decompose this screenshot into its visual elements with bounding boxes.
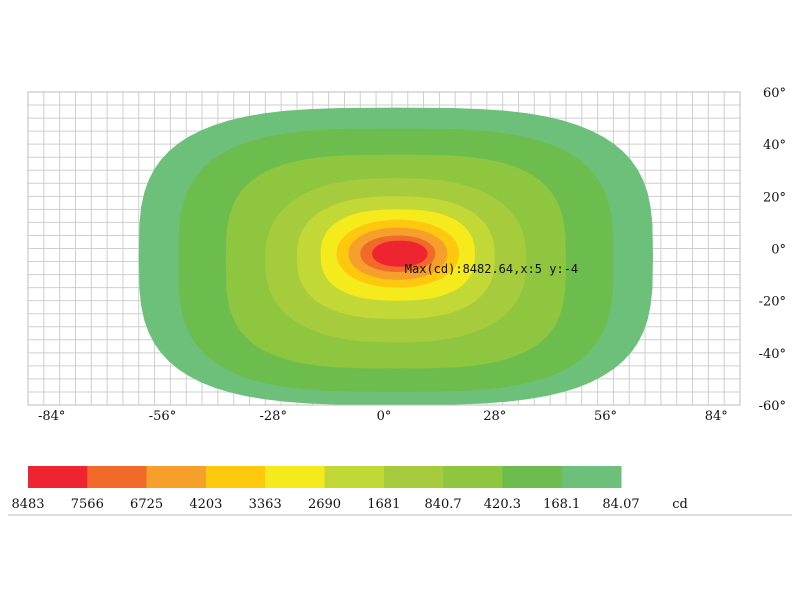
legend-value-label: 420.3	[484, 497, 521, 512]
legend-value-label: 8483	[11, 497, 44, 512]
plot-border	[27, 91, 741, 406]
legend-value-label: 840.7	[424, 497, 461, 512]
legend-swatch	[28, 466, 88, 488]
max-annotation: Max(cd):8482.64,x:5 y:-4	[405, 262, 578, 276]
legend-swatch	[502, 466, 563, 488]
y-tick-label: 0°	[771, 243, 786, 258]
legend-swatch	[205, 466, 266, 488]
x-tick-label: -28°	[260, 409, 287, 424]
legend-swatch	[561, 466, 622, 488]
x-tick-label: 0°	[377, 409, 392, 424]
x-axis-ticks: -84° -56° -28° 0° 28° 56° 84°	[38, 409, 728, 424]
legend-swatch	[443, 466, 503, 488]
legend-value-label: 168.1	[543, 497, 580, 512]
legend-value-label: 3363	[249, 497, 282, 512]
legend-value-label: 84.07	[602, 497, 639, 512]
x-tick-label: 84°	[705, 409, 728, 424]
x-tick-label: 28°	[483, 409, 506, 424]
legend-swatch	[383, 466, 444, 488]
y-tick-label: -20°	[759, 295, 786, 310]
legend-value-label: 1681	[367, 497, 400, 512]
legend-value-label: 2690	[308, 497, 341, 512]
y-tick-label: -60°	[759, 399, 786, 414]
contour-plot	[138, 107, 654, 405]
x-tick-label: -84°	[38, 409, 65, 424]
legend-swatch	[324, 466, 385, 488]
legend-value-label: 7566	[71, 497, 104, 512]
legend-swatch	[87, 466, 148, 488]
y-tick-label: 40°	[763, 138, 786, 153]
y-tick-label: 20°	[763, 190, 786, 205]
legend-value-label: 4203	[189, 497, 222, 512]
legend-value-label: 6725	[130, 497, 163, 512]
x-tick-label: -56°	[149, 409, 176, 424]
y-tick-label: 60°	[763, 86, 786, 101]
legend-labels: 8483 7566 6725 4203 3363 2690 1681 840.7 420.3 16…	[11, 497, 639, 512]
x-tick-label: 56°	[594, 409, 617, 424]
contour-level-7566	[372, 240, 428, 267]
y-tick-label: -40°	[759, 347, 786, 362]
plot-frame	[27, 91, 741, 406]
legend-color-bar	[28, 466, 622, 488]
legend-swatch	[265, 466, 325, 488]
legend-unit: cd	[672, 497, 688, 512]
y-axis-ticks: 60° 40° 20° 0° -20° -40° -60°	[759, 86, 786, 414]
legend-swatch	[146, 466, 207, 488]
